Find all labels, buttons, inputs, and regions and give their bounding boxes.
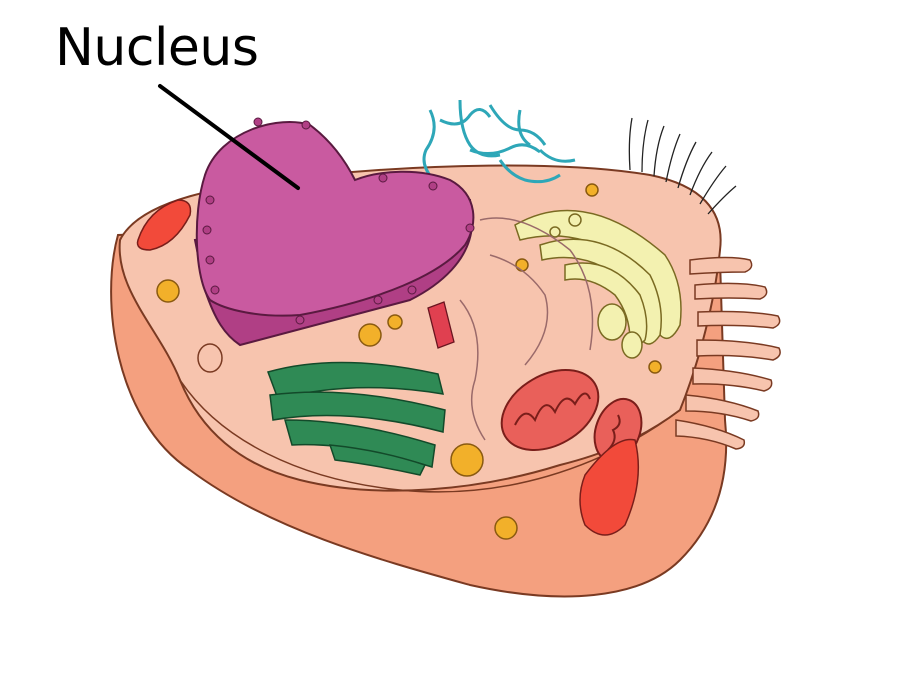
smooth-er (459, 217, 594, 441)
cilia (628, 117, 737, 215)
centriole (427, 301, 455, 349)
mitochondrion-4 (136, 199, 192, 251)
mitochondrion-3 (579, 438, 640, 536)
golgi-apparatus (514, 209, 682, 359)
microvilli (675, 256, 781, 450)
endoplasmic-reticulum (267, 361, 446, 476)
nucleus (193, 117, 475, 347)
pinocytotic-vesicle (197, 343, 223, 373)
mitochondrion-1 (500, 369, 600, 451)
nucleus-leader-line (158, 84, 300, 190)
cytoskeleton (422, 99, 576, 184)
nucleus-label: Nucleus (55, 18, 259, 78)
